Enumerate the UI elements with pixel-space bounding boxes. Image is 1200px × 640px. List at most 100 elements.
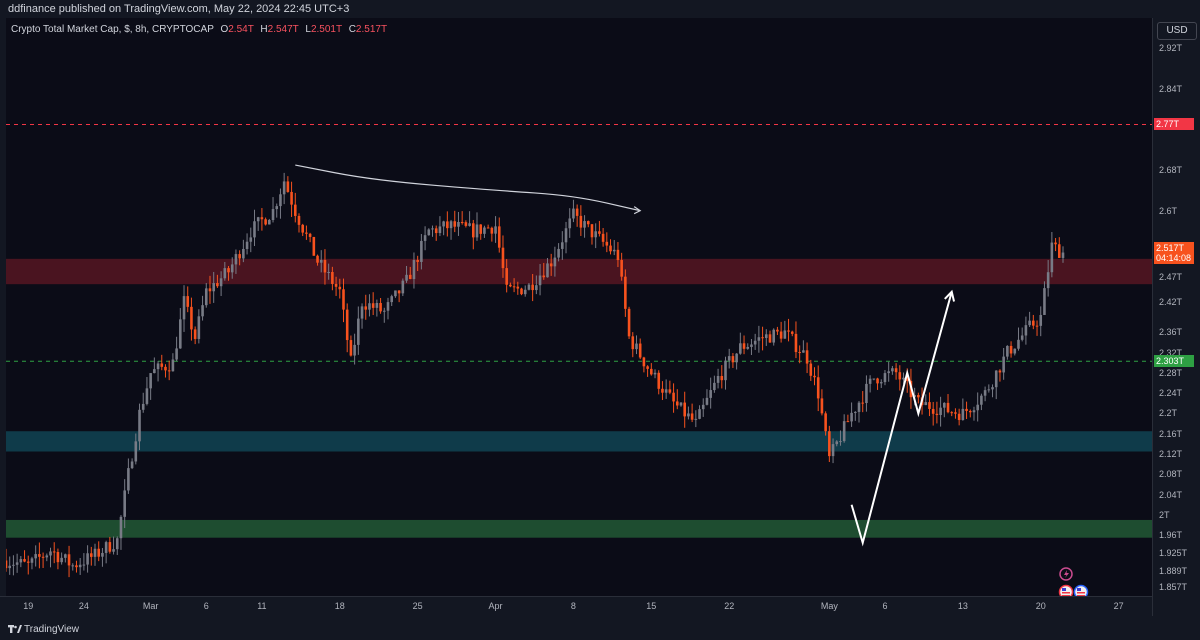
candle-body[interactable] — [994, 370, 998, 388]
candle-body[interactable] — [713, 382, 716, 391]
candle-body[interactable] — [8, 565, 12, 569]
candle-body[interactable] — [104, 542, 108, 553]
candle-body[interactable] — [353, 344, 356, 356]
candle-body[interactable] — [546, 263, 549, 278]
candle-body[interactable] — [790, 331, 794, 334]
candle-body[interactable] — [776, 329, 779, 332]
candle-body[interactable] — [282, 181, 286, 195]
candle-body[interactable] — [334, 283, 338, 287]
candle-body[interactable] — [698, 409, 701, 419]
candle-body[interactable] — [1035, 325, 1039, 327]
candle-body[interactable] — [839, 441, 842, 443]
candle-body[interactable] — [509, 284, 512, 287]
candle-body[interactable] — [112, 549, 115, 552]
candle-body[interactable] — [164, 366, 167, 371]
candle-body[interactable] — [290, 191, 293, 205]
candle-body[interactable] — [954, 412, 957, 414]
candle-body[interactable] — [316, 255, 319, 263]
candle-body[interactable] — [38, 554, 41, 557]
candle-body[interactable] — [338, 286, 342, 290]
candle-body[interactable] — [468, 223, 471, 226]
candle-body[interactable] — [472, 223, 475, 238]
candle-body[interactable] — [542, 275, 546, 278]
candle-body[interactable] — [683, 402, 686, 417]
candle-body[interactable] — [535, 285, 538, 291]
candle-body[interactable] — [293, 204, 297, 216]
candle-body[interactable] — [657, 372, 661, 389]
candle-body[interactable] — [668, 389, 672, 393]
candle-body[interactable] — [586, 221, 590, 225]
symbol-legend[interactable]: Crypto Total Market Cap, $, 8h, CRYPTOCA… — [11, 24, 387, 35]
candle-body[interactable] — [490, 227, 494, 234]
candle-body[interactable] — [331, 272, 334, 284]
candle-body[interactable] — [598, 231, 601, 234]
candle-body[interactable] — [705, 397, 709, 405]
candle-body[interactable] — [26, 561, 30, 563]
candle-body[interactable] — [564, 228, 568, 243]
candle-body[interactable] — [416, 260, 419, 262]
candle-body[interactable] — [972, 410, 976, 413]
candle-body[interactable] — [345, 309, 349, 341]
candle-body[interactable] — [242, 248, 245, 259]
candle-body[interactable] — [761, 337, 764, 339]
candle-body[interactable] — [130, 461, 134, 469]
candle-body[interactable] — [1050, 242, 1054, 273]
candle-body[interactable] — [312, 236, 316, 256]
candle-body[interactable] — [746, 346, 750, 349]
candle-body[interactable] — [223, 268, 227, 279]
candle-body[interactable] — [835, 441, 839, 445]
candle-body[interactable] — [913, 395, 916, 398]
candle-body[interactable] — [405, 274, 408, 281]
candle-body[interactable] — [279, 194, 282, 207]
candle-body[interactable] — [512, 286, 516, 288]
candle-body[interactable] — [583, 221, 586, 228]
candle-body[interactable] — [501, 247, 505, 269]
candle-body[interactable] — [230, 264, 234, 273]
candle-body[interactable] — [494, 226, 497, 234]
candle-body[interactable] — [134, 441, 138, 462]
candle-body[interactable] — [520, 288, 523, 295]
candle-body[interactable] — [961, 408, 965, 421]
candle-body[interactable] — [553, 257, 557, 267]
candle-body[interactable] — [605, 241, 609, 246]
candle-body[interactable] — [753, 340, 757, 345]
candle-body[interactable] — [1039, 314, 1043, 326]
candle-body[interactable] — [1046, 272, 1050, 289]
candle-body[interactable] — [531, 284, 534, 291]
candle-body[interactable] — [805, 350, 809, 364]
candle-body[interactable] — [75, 565, 78, 568]
candle-body[interactable] — [538, 275, 542, 286]
candle-body[interactable] — [179, 319, 182, 349]
chart-pane[interactable]: Crypto Total Market Cap, $, 8h, CRYPTOCA… — [6, 18, 1152, 616]
candle-body[interactable] — [227, 268, 230, 273]
candle-body[interactable] — [917, 395, 920, 398]
candle-body[interactable] — [594, 231, 597, 238]
candle-body[interactable] — [1013, 348, 1017, 354]
candle-body[interactable] — [690, 413, 694, 420]
candle-body[interactable] — [1028, 320, 1031, 326]
candle-body[interactable] — [991, 387, 994, 390]
candle-body[interactable] — [379, 303, 382, 312]
candle-body[interactable] — [382, 310, 386, 312]
candle-body[interactable] — [850, 412, 853, 422]
candle-body[interactable] — [664, 389, 668, 393]
candle-body[interactable] — [464, 222, 468, 226]
candle-body[interactable] — [854, 411, 857, 413]
candle-body[interactable] — [642, 357, 646, 367]
candle-body[interactable] — [568, 218, 572, 229]
candle-body[interactable] — [371, 303, 375, 308]
green-zone[interactable] — [6, 519, 1152, 538]
candle-body[interactable] — [968, 410, 972, 413]
red-zone[interactable] — [6, 258, 1152, 285]
candle-body[interactable] — [238, 254, 241, 259]
candle-body[interactable] — [108, 542, 112, 552]
candle-body[interactable] — [1006, 345, 1009, 357]
candle-body[interactable] — [798, 352, 801, 354]
candle-body[interactable] — [772, 329, 776, 343]
candle-body[interactable] — [460, 221, 464, 223]
candle-body[interactable] — [119, 516, 123, 539]
candle-body[interactable] — [264, 219, 267, 225]
candle-body[interactable] — [323, 259, 327, 273]
candle-body[interactable] — [431, 228, 434, 230]
candle-body[interactable] — [824, 413, 827, 432]
